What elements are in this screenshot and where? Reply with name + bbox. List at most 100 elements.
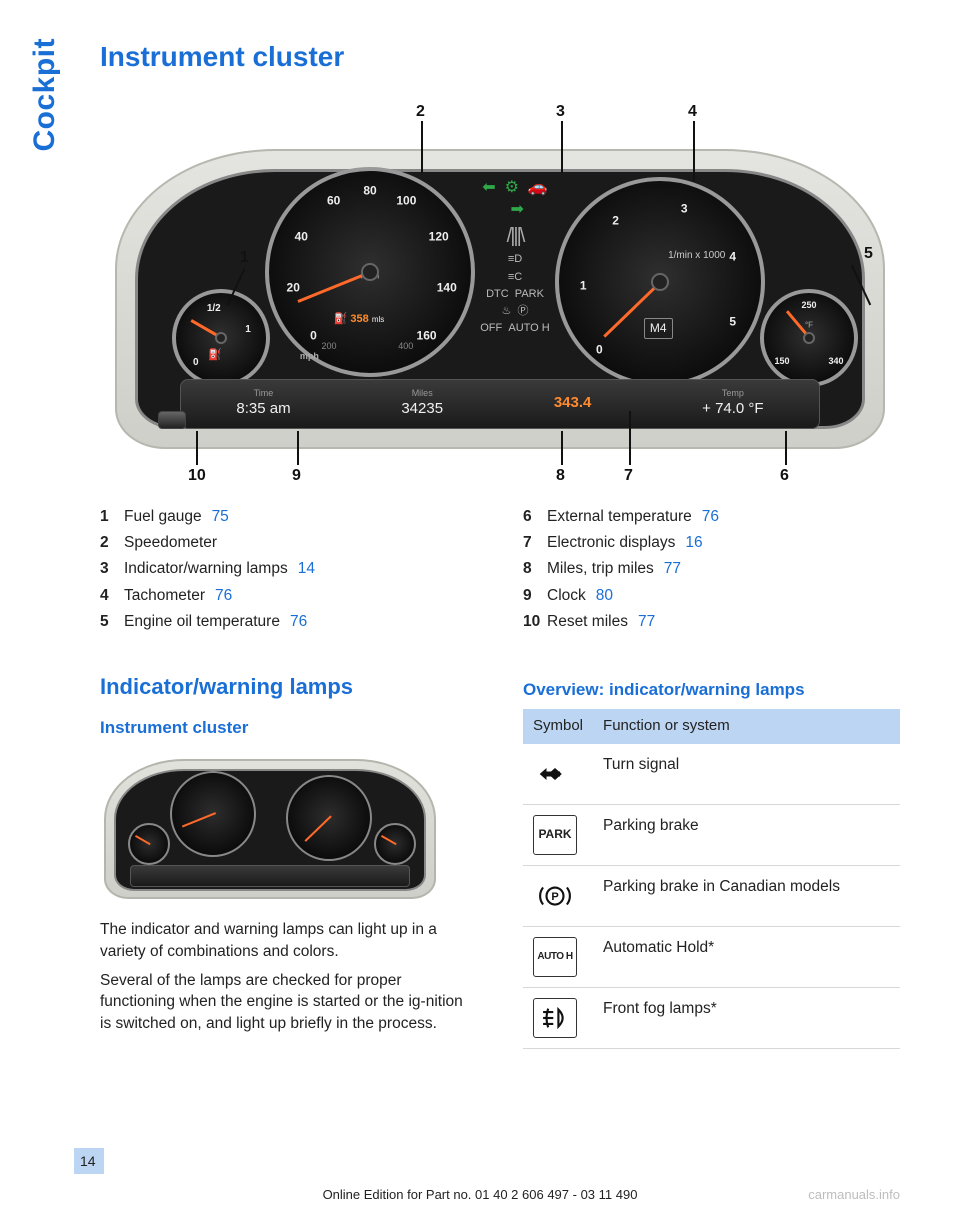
speedo-80: 80 [363, 183, 376, 200]
turn-signal-icons: ⬅ ⚙ 🚗 ➡ [480, 177, 550, 221]
table-row: P Parking brake in Canadian models [523, 865, 900, 926]
legend-row: 2Speedometer [100, 532, 477, 553]
page-link[interactable]: 75 [212, 508, 229, 525]
misc-icons-row: ♨ Ⓟ [480, 304, 550, 319]
reset-button [158, 411, 186, 429]
speedo-100: 100 [396, 193, 416, 210]
info-temp: Temp + 74.0 °F [702, 387, 763, 420]
mini-temp [374, 823, 416, 865]
info-bar: Time 8:35 am Miles 34235 343.4 Temp + 74… [180, 379, 820, 429]
legend-text: Tachometer76 [124, 585, 477, 606]
autoh-text: AUTO H [508, 322, 549, 334]
legend-num: 1 [100, 506, 124, 527]
auto-hold-icon: AUTO H [533, 937, 577, 977]
table-row: AUTO HAutomatic Hold* [523, 926, 900, 987]
legend-left: 1Fuel gauge752Speedometer3Indicator/warn… [100, 501, 477, 638]
callout-4-line [693, 121, 695, 181]
function-cell: Parking brake in Canadian models [593, 865, 900, 926]
table-row: Turn signal [523, 744, 900, 805]
miles-label: Miles [401, 387, 443, 399]
lower-columns: Indicator/warning lamps Instrument clust… [100, 648, 900, 1049]
lane-icon: /|||\ [480, 223, 550, 251]
th-function: Function or system [593, 709, 900, 744]
th-symbol: Symbol [523, 709, 593, 744]
legend-row: 4Tachometer76 [100, 585, 477, 606]
temp-340: 340 [828, 355, 843, 367]
page-link[interactable]: 76 [215, 587, 232, 604]
symbol-cell: PARK [523, 804, 593, 865]
callout-10: 10 [188, 465, 206, 487]
fuel-half: 1/2 [207, 302, 221, 316]
tach-label: 1/min x 1000 [668, 249, 725, 263]
temp-250: 250 [801, 299, 816, 311]
function-cell: Front fog lamps* [593, 987, 900, 1048]
mini-info-bar [130, 865, 410, 887]
range-low: 200 [322, 340, 337, 352]
callout-3-line [561, 121, 563, 173]
legend: 1Fuel gauge752Speedometer3Indicator/warn… [100, 501, 900, 638]
time-value: 8:35 am [236, 400, 290, 417]
mini-fuel [128, 823, 170, 865]
speedo-120: 120 [429, 229, 449, 246]
legend-row: 5Engine oil temperature76 [100, 611, 477, 632]
page-link[interactable]: 16 [685, 534, 702, 551]
park-text-icon: PARK [533, 815, 577, 855]
instrument-cluster-figure: 0 20 40 60 80 100 120 140 160 mph km/h ⛽… [100, 89, 900, 489]
legend-row: 8Miles, trip miles77 [523, 558, 900, 579]
legend-num: 8 [523, 558, 547, 579]
legend-num: 2 [100, 532, 124, 553]
fuel-cap [215, 332, 227, 344]
callout-1: 1 [240, 247, 249, 269]
page-link[interactable]: 76 [702, 508, 719, 525]
page-number: 14 [74, 1148, 104, 1174]
mini-tach [286, 775, 372, 861]
turn-signal-icon [533, 754, 577, 794]
tach-4: 4 [729, 249, 736, 266]
mini-cluster-figure [100, 747, 440, 907]
page-link[interactable]: 80 [596, 587, 613, 604]
table-row: Front fog lamps* [523, 987, 900, 1048]
info-miles: Miles 34235 [401, 387, 443, 420]
legend-text: Engine oil temperature76 [124, 611, 477, 632]
speedo-160: 160 [417, 328, 437, 345]
legend-text: Indicator/warning lamps14 [124, 558, 477, 579]
callout-8: 8 [556, 465, 565, 487]
title-overview: Overview: indicator/warning lamps [523, 678, 900, 701]
legend-text: Reset miles77 [547, 611, 900, 632]
fuel-icon: ⛽ [208, 348, 222, 363]
title-instrument-cluster: Instrument cluster [100, 38, 900, 77]
symbol-cell: P [523, 865, 593, 926]
fuel-pump-icon: ⛽ [334, 313, 348, 325]
time-label: Time [236, 387, 290, 399]
tach-cap [651, 273, 669, 291]
tach-3: 3 [681, 201, 688, 218]
para-2: Several of the lamps are checked for pro… [100, 970, 477, 1034]
page-link[interactable]: 77 [638, 613, 655, 630]
miles-value: 34235 [401, 400, 443, 417]
para-1: The indicator and warning lamps can ligh… [100, 919, 477, 962]
callout-2: 2 [416, 101, 425, 123]
legend-right: 6External temperature767Electronic displ… [523, 501, 900, 638]
temp-150: 150 [774, 355, 789, 367]
range-high: 400 [398, 340, 413, 352]
callout-7: 7 [624, 465, 633, 487]
callout-3: 3 [556, 101, 565, 123]
page-link[interactable]: 14 [298, 560, 315, 577]
legend-row: 9Clock80 [523, 585, 900, 606]
page-link[interactable]: 76 [290, 613, 307, 630]
speedo-unit-mph: mph [300, 350, 319, 362]
parking-brake-ca-icon: P [533, 876, 577, 916]
function-cell: Parking brake [593, 804, 900, 865]
tach-0: 0 [596, 342, 603, 359]
svg-text:P: P [551, 891, 558, 903]
speedo-cap [361, 263, 379, 281]
page-link[interactable]: 77 [664, 560, 681, 577]
fuel-gauge: 0 1/2 1 ⛽ [172, 289, 270, 387]
legend-text: Miles, trip miles77 [547, 558, 900, 579]
fuel-1: 1 [245, 324, 251, 338]
lower-right: Overview: indicator/warning lamps Symbol… [523, 648, 900, 1049]
park-text: PARK [515, 288, 544, 300]
legend-row: 10Reset miles77 [523, 611, 900, 632]
legend-num: 7 [523, 532, 547, 553]
page: Cockpit Instrument cluster 0 20 40 60 80… [0, 0, 960, 1222]
